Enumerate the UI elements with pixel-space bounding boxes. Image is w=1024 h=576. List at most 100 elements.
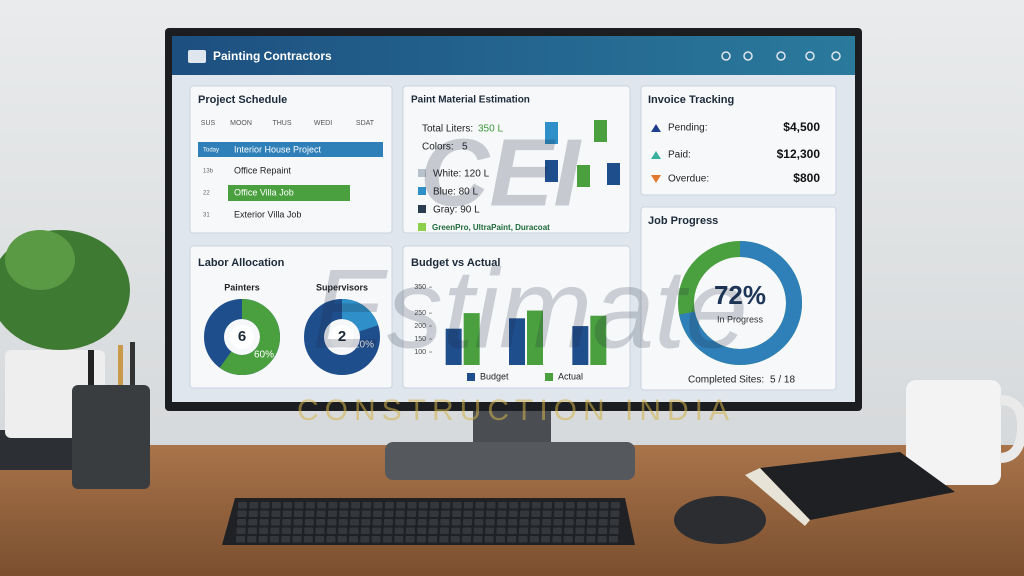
key: [586, 536, 596, 543]
header-icon: [721, 51, 731, 61]
key: [428, 536, 438, 543]
row-code: 13b: [203, 169, 214, 175]
key: [394, 527, 404, 534]
key: [543, 502, 553, 509]
panel-title: Paint Material Estimation: [411, 95, 530, 106]
key: [328, 502, 338, 509]
row-task: Exterior Villa Job: [234, 209, 301, 219]
key: [249, 502, 259, 509]
key: [316, 519, 326, 526]
key: [429, 510, 439, 517]
key: [586, 527, 596, 534]
key: [554, 502, 564, 509]
key: [518, 536, 528, 543]
total-value: 350 L: [478, 124, 503, 135]
key: [292, 536, 302, 543]
key: [283, 502, 293, 509]
bar: [590, 315, 607, 365]
key: [260, 502, 270, 509]
key: [360, 536, 370, 543]
color-swatch: [418, 205, 426, 213]
key: [338, 519, 348, 526]
row-code: 31: [203, 213, 210, 219]
key: [452, 502, 462, 509]
key: [553, 519, 563, 526]
key: [237, 519, 246, 526]
key: [473, 527, 483, 534]
key: [395, 510, 405, 517]
key: [269, 536, 279, 543]
key: [405, 536, 415, 543]
bar: [463, 313, 480, 365]
key: [417, 527, 427, 534]
key: [485, 519, 495, 526]
header-icon: [776, 51, 786, 61]
key: [260, 510, 270, 517]
status-icon: [651, 151, 661, 159]
group-percent: 60%: [254, 350, 274, 361]
key: [339, 510, 349, 517]
invoice-label: Overdue:: [668, 174, 709, 185]
key: [519, 519, 529, 526]
key: [248, 510, 258, 517]
invoice-amount: $4,500: [783, 120, 820, 134]
key: [519, 527, 528, 534]
key: [384, 510, 394, 517]
key: [259, 527, 269, 534]
key: [327, 519, 337, 526]
color-swatch: [418, 169, 426, 177]
key: [407, 502, 417, 509]
row-highlight: [228, 185, 350, 201]
y-tick-label: 150: [414, 336, 426, 343]
day-label: WEDI: [314, 120, 332, 127]
completed-value: 5 / 18: [770, 375, 795, 386]
key: [507, 536, 517, 543]
key: [587, 519, 597, 526]
key: [361, 519, 371, 526]
key: [305, 510, 315, 517]
pen: [88, 350, 94, 390]
day-label: SDAT: [356, 120, 375, 127]
invoice-label: Pending:: [668, 123, 707, 134]
key: [326, 536, 336, 543]
total-label: Total Liters:: [422, 124, 473, 135]
key: [418, 510, 428, 517]
header-logo: [188, 50, 206, 63]
header-icon: [743, 51, 753, 61]
key: [599, 510, 609, 517]
row-task: Office Repaint: [234, 165, 291, 175]
key: [304, 519, 314, 526]
monitor-base: [385, 442, 635, 480]
key: [236, 527, 246, 534]
key: [529, 536, 539, 543]
legend-swatch: [545, 373, 553, 381]
key: [497, 502, 507, 509]
key: [271, 502, 281, 509]
panel-progress: [640, 206, 837, 391]
key: [496, 519, 506, 526]
key: [294, 510, 303, 517]
key: [599, 502, 609, 509]
key: [248, 519, 258, 526]
key: [450, 536, 460, 543]
key: [575, 536, 584, 543]
key: [577, 502, 586, 509]
watermark-word: Estimate: [312, 247, 748, 372]
panel-title: Labor Allocation: [198, 257, 285, 269]
progress-arc: [679, 241, 802, 365]
key: [236, 536, 245, 543]
brands: GreenPro, UltraPaint, Duracoat: [432, 223, 550, 232]
key: [316, 510, 326, 517]
progress-status: In Progress: [717, 314, 764, 324]
key: [451, 527, 461, 534]
swatch-block: [545, 160, 558, 182]
key: [351, 502, 360, 509]
key: [282, 519, 292, 526]
key: [588, 502, 598, 509]
key: [610, 502, 620, 509]
color-swatch: [418, 223, 426, 231]
key: [237, 510, 247, 517]
key: [552, 527, 562, 534]
key: [372, 527, 382, 534]
